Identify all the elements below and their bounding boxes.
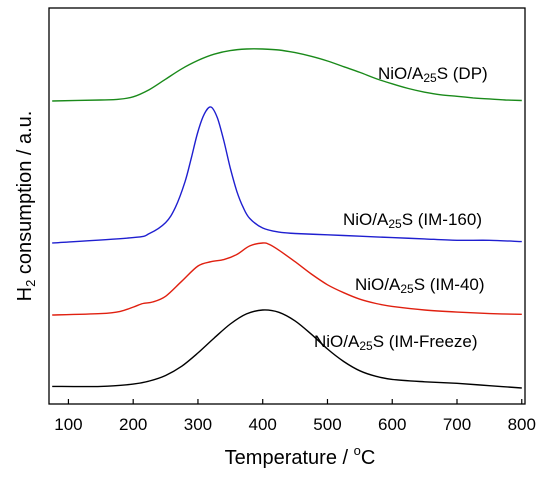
x-tick-label: 100 (54, 415, 82, 434)
y-axis-title: H2 consumption / a.u. (14, 111, 38, 302)
series-label-im-freeze: NiO/A25S (IM-Freeze) (314, 332, 478, 353)
series-label-im40: NiO/A25S (IM-40) (355, 275, 485, 296)
x-tick-label: 300 (184, 415, 212, 434)
x-tick-label: 800 (508, 415, 536, 434)
series-line-nio-a25s-dp- (52, 48, 522, 102)
series-curves (52, 48, 522, 389)
series-label-dp: NiO/A25S (DP) (378, 64, 488, 85)
x-tick-label: 600 (378, 415, 406, 434)
series-label-im160: NiO/A25S (IM-160) (343, 210, 482, 231)
x-tick-label: 500 (313, 415, 341, 434)
plot-frame (48, 7, 526, 405)
x-tick-label: 200 (119, 415, 147, 434)
series-line-nio-a25s-im-40- (52, 242, 522, 316)
x-tick-label: 700 (443, 415, 471, 434)
series-line-nio-a25s-im-freeze- (52, 309, 522, 389)
x-axis-ticks: 100 200 300 400 500 600 700 800 (54, 399, 536, 434)
x-axis-title: Temperature / oC (225, 443, 376, 469)
x-tick-label: 400 (249, 415, 277, 434)
series-line-nio-a25s-im-160- (52, 106, 522, 244)
